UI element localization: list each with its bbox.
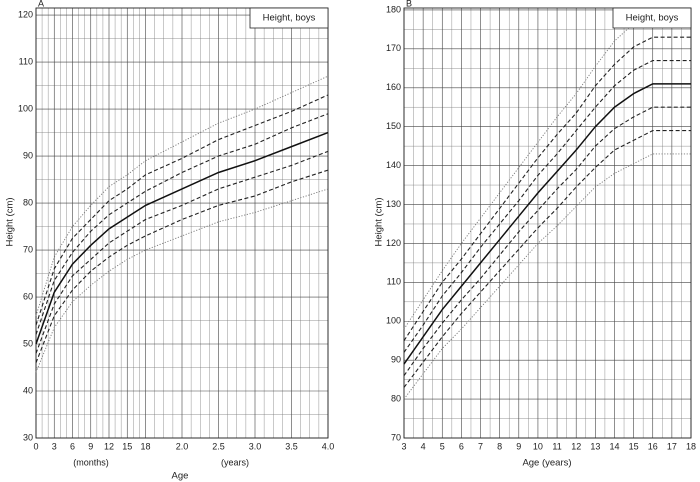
centile-line bbox=[403, 83, 691, 365]
x-tick-label: 4 bbox=[421, 441, 426, 451]
y-tick-label: 100 bbox=[386, 316, 401, 326]
x-tick-label: 11 bbox=[552, 441, 561, 451]
x-tick-label: 4.0 bbox=[322, 441, 335, 451]
x-tick-label: 15 bbox=[629, 441, 639, 451]
x-tick-label: 9 bbox=[88, 441, 93, 451]
y-tick-label: 150 bbox=[386, 121, 401, 131]
y-axis-label: Height (cm) bbox=[374, 197, 385, 246]
x-tick-label: 8 bbox=[497, 441, 502, 451]
y-tick-label: 70 bbox=[391, 432, 401, 442]
y-tick-label: 80 bbox=[23, 197, 33, 207]
x-tick-label: 2.0 bbox=[176, 441, 189, 451]
x-tick-label: 12 bbox=[571, 441, 581, 451]
x-tick-label: 16 bbox=[648, 441, 658, 451]
panel-label: B bbox=[406, 0, 412, 8]
y-tick-label: 120 bbox=[386, 238, 401, 248]
centile-line bbox=[403, 36, 691, 342]
y-tick-label: 180 bbox=[386, 4, 401, 14]
x-tick-label: 15 bbox=[122, 441, 132, 451]
centile-line bbox=[35, 188, 329, 373]
x-tick-label: 10 bbox=[533, 441, 543, 451]
y-tick-label: 60 bbox=[23, 291, 33, 301]
centile-line bbox=[35, 113, 329, 335]
y-axis-label: Height (cm) bbox=[5, 197, 16, 246]
centile-line bbox=[35, 131, 329, 345]
y-tick-label: 80 bbox=[391, 393, 401, 403]
y-tick-label: 140 bbox=[386, 160, 401, 170]
chart-title: Height, boys bbox=[626, 13, 679, 24]
y-tick-label: 110 bbox=[387, 277, 401, 287]
y-tick-label: 120 bbox=[18, 9, 33, 19]
y-tick-label: 50 bbox=[23, 338, 33, 348]
y-tick-label: 40 bbox=[23, 385, 33, 395]
x-tick-label: 3 bbox=[401, 441, 406, 451]
y-tick-label: 110 bbox=[19, 56, 33, 66]
x-tick-label: 3 bbox=[52, 441, 57, 451]
x-axis-label: Age (years) bbox=[522, 458, 571, 469]
centile-line bbox=[35, 150, 329, 354]
centile-line bbox=[403, 153, 691, 400]
x-tick-label: 6 bbox=[70, 441, 75, 451]
y-tick-label: 170 bbox=[386, 43, 401, 53]
y-tick-label: 100 bbox=[18, 103, 33, 113]
x-tick-label: 7 bbox=[478, 441, 483, 451]
x-tick-label: 13 bbox=[590, 441, 600, 451]
y-tick-label: 90 bbox=[391, 355, 401, 365]
panel-label: A bbox=[38, 0, 44, 8]
x-axis-note: (years) bbox=[221, 457, 249, 467]
centile-line bbox=[35, 94, 329, 326]
y-tick-label: 70 bbox=[23, 244, 33, 254]
x-tick-label: 2.5 bbox=[212, 441, 225, 451]
x-tick-label: 3.5 bbox=[285, 441, 298, 451]
title-box bbox=[612, 7, 692, 29]
y-tick-label: 30 bbox=[23, 432, 33, 442]
x-tick-label: 17 bbox=[667, 441, 677, 451]
x-tick-label: 5 bbox=[440, 441, 445, 451]
centile-line bbox=[35, 169, 329, 364]
x-tick-label: 3.0 bbox=[249, 441, 262, 451]
plot-frame bbox=[403, 7, 692, 439]
x-axis-label: Age bbox=[172, 471, 189, 482]
x-tick-label: 9 bbox=[516, 441, 521, 451]
x-tick-label: 18 bbox=[140, 441, 150, 451]
chart-title: Height, boys bbox=[263, 13, 316, 24]
x-tick-label: 12 bbox=[104, 441, 114, 451]
centile-line bbox=[403, 106, 691, 377]
x-axis-note: (months) bbox=[73, 457, 109, 467]
centile-line bbox=[403, 130, 691, 388]
y-tick-label: 160 bbox=[386, 82, 401, 92]
title-box bbox=[249, 7, 329, 29]
x-tick-label: 0 bbox=[33, 441, 38, 451]
x-tick-label: 14 bbox=[609, 441, 619, 451]
centile-line bbox=[403, 59, 691, 353]
x-tick-label: 6 bbox=[459, 441, 464, 451]
x-tick-label: 18 bbox=[686, 441, 696, 451]
plot-frame bbox=[35, 7, 329, 439]
y-tick-label: 130 bbox=[386, 199, 401, 209]
y-tick-label: 90 bbox=[23, 150, 33, 160]
